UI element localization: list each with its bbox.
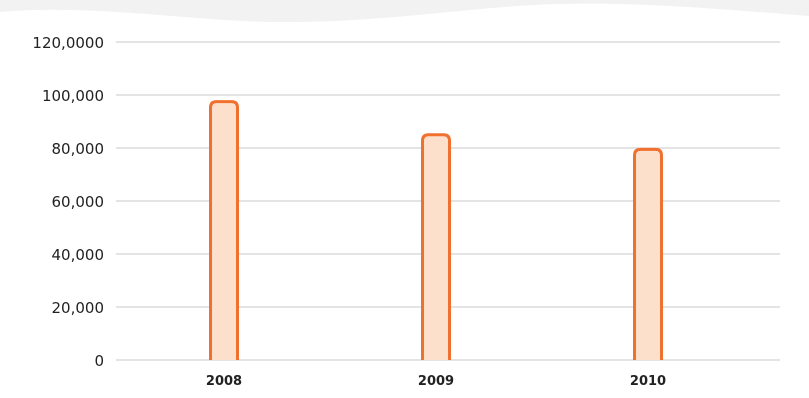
x-tick-label: 2008 (206, 374, 242, 389)
bar-2010 (634, 149, 662, 360)
bar-outline-2010 (633, 147, 663, 360)
x-axis-tick-labels: 2008 2009 2010 (206, 374, 666, 389)
y-axis-tick-labels: 0 20,000 40,000 60,000 80,000 100,000 120,0000 (32, 34, 104, 370)
y-tick-label: 120,0000 (32, 34, 104, 52)
y-tick-label: 0 (94, 352, 104, 370)
bar-2009 (422, 134, 450, 360)
y-tick-label: 80,000 (52, 140, 105, 158)
bar-2008 (210, 101, 238, 360)
bar-outline-2009 (421, 133, 451, 360)
y-tick-label: 40,000 (52, 246, 105, 264)
bars (209, 100, 663, 360)
y-tick-label: 100,000 (42, 87, 104, 105)
y-tick-label: 20,000 (52, 299, 105, 317)
x-tick-label: 2010 (630, 374, 666, 389)
x-tick-label: 2009 (418, 374, 454, 389)
y-tick-label: 60,000 (52, 193, 105, 211)
bar-outline-2008 (209, 100, 239, 360)
